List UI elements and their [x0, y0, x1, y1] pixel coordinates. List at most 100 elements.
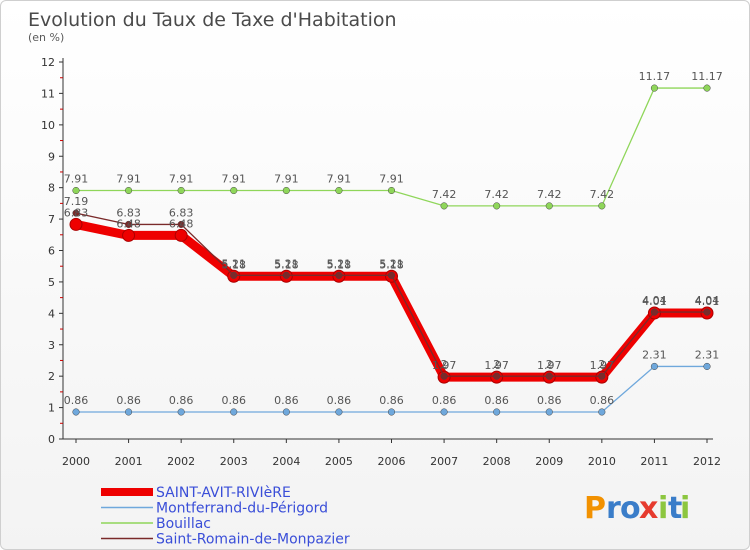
- data-label: 4.01: [642, 295, 667, 308]
- data-point: [69, 217, 83, 231]
- data-label: 2: [546, 358, 553, 371]
- data-point: [703, 84, 711, 92]
- data-point: [598, 372, 606, 380]
- y-tick-label: 4: [48, 307, 55, 320]
- data-label: 7.42: [432, 188, 457, 201]
- data-point: [230, 408, 238, 416]
- y-tick-label: 1: [48, 402, 55, 415]
- data-point: [335, 271, 343, 279]
- data-label: 0.86: [169, 394, 194, 407]
- data-point: [650, 362, 658, 370]
- data-label: 5.21: [327, 257, 352, 270]
- legend-label: Saint-Romain-de-Monpazier: [156, 532, 350, 548]
- data-point: [177, 186, 185, 195]
- data-label: 7.42: [484, 188, 509, 201]
- data-label: 4.01: [695, 295, 720, 308]
- x-tick-label: 2010: [588, 455, 616, 468]
- data-point: [282, 408, 290, 416]
- y-tick-label: 0: [48, 433, 55, 446]
- data-label: 0.86: [432, 394, 457, 407]
- data-label: 6.48: [169, 217, 194, 230]
- data-point: [177, 408, 185, 416]
- data-label: 5.21: [274, 257, 299, 270]
- data-label: 4.04: [695, 294, 720, 307]
- logo-letter: P: [584, 491, 606, 526]
- y-tick-label: 10: [41, 119, 55, 132]
- data-label: 0.86: [327, 394, 352, 407]
- data-label: 7.91: [116, 172, 141, 185]
- y-tick-label: 8: [48, 182, 55, 195]
- data-point: [493, 202, 501, 210]
- data-point: [545, 202, 553, 210]
- data-label: 4.04: [642, 294, 667, 307]
- logo-letter: i: [680, 491, 690, 526]
- data-label: 2.31: [642, 348, 667, 361]
- x-tick-label: 2012: [693, 455, 721, 468]
- legend-label: SAINT-AVIT-RIVIèRE: [156, 485, 291, 501]
- data-label: 0.86: [590, 394, 615, 407]
- data-point: [703, 308, 711, 316]
- data-point: [493, 408, 501, 416]
- data-point: [230, 271, 238, 279]
- x-tick-label: 2002: [167, 455, 195, 468]
- data-label: 7.19: [64, 195, 89, 208]
- data-label: 11.17: [691, 70, 723, 83]
- data-label: 1.97: [484, 359, 509, 372]
- chart-title: Evolution du Taux de Taxe d'Habitation: [28, 9, 397, 31]
- x-tick-label: 2006: [378, 455, 406, 468]
- data-label: 7.91: [169, 172, 194, 185]
- data-point: [335, 408, 343, 416]
- data-label: 1.97: [432, 359, 457, 372]
- data-label: 2: [441, 358, 448, 371]
- x-tick-label: 2007: [430, 455, 458, 468]
- data-point: [650, 84, 658, 92]
- chart-subtitle: (en %): [28, 31, 64, 44]
- data-point: [493, 372, 501, 380]
- data-point: [282, 271, 290, 279]
- data-label: 0.86: [484, 394, 509, 407]
- data-point: [230, 186, 238, 195]
- data-point: [125, 220, 133, 228]
- data-label: 6.83: [116, 206, 141, 219]
- data-label: 7.91: [379, 172, 404, 185]
- x-tick-label: 2005: [325, 455, 353, 468]
- data-point: [650, 308, 658, 316]
- data-point: [72, 408, 80, 416]
- x-tick-label: 2004: [272, 455, 300, 468]
- logo-letter: r: [606, 491, 621, 526]
- data-label: 0.86: [274, 394, 299, 407]
- logo-letter: t: [668, 491, 682, 526]
- x-tick-label: 2003: [220, 455, 248, 468]
- data-point: [125, 186, 133, 195]
- data-label: 0.86: [379, 394, 404, 407]
- x-tick-label: 2001: [115, 455, 143, 468]
- data-label: 5.18: [327, 258, 352, 271]
- y-tick-label: 12: [41, 56, 55, 69]
- data-label: 7.91: [274, 172, 299, 185]
- legend-label: Bouillac: [156, 516, 211, 532]
- x-tick-label: 2009: [535, 455, 563, 468]
- data-point: [598, 202, 606, 210]
- y-tick-label: 2: [48, 370, 55, 383]
- data-labels: 7.91 7.91 7.91 7.91 7.91 7.91 7.91 7.42 7.42 7.42…: [64, 70, 723, 407]
- x-tick-label: 2008: [483, 455, 511, 468]
- data-label: 7.42: [590, 188, 615, 201]
- data-point: [72, 186, 80, 195]
- data-point: [703, 362, 711, 370]
- data-label: 1.97: [537, 359, 562, 372]
- data-point: [122, 228, 136, 242]
- data-label: 5.21: [379, 257, 404, 270]
- data-point: [545, 372, 553, 380]
- logo-letter: i: [658, 491, 668, 526]
- data-label: 6.83: [64, 206, 89, 219]
- data-label: 7.91: [222, 172, 247, 185]
- data-label: 1.97: [590, 359, 615, 372]
- data-point: [387, 408, 396, 416]
- x-tick-label: 2011: [640, 455, 668, 468]
- data-point: [174, 228, 188, 242]
- data-point: [72, 209, 80, 217]
